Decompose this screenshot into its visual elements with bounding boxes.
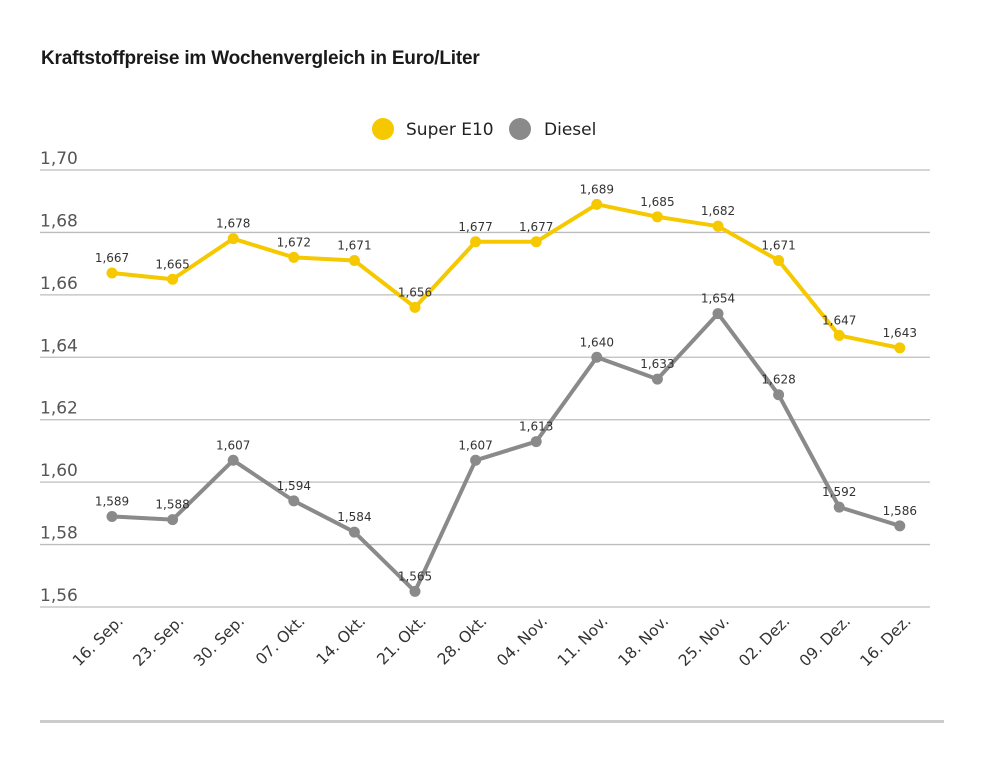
data-point-super-e10 xyxy=(651,211,663,223)
data-point-super-e10 xyxy=(591,198,603,210)
data-label-super-e10: 1,671 xyxy=(761,239,795,253)
data-label-super-e10: 1,677 xyxy=(458,220,492,234)
data-label-diesel: 1,654 xyxy=(701,292,735,306)
data-point-super-e10 xyxy=(712,220,724,232)
data-label-super-e10: 1,647 xyxy=(822,313,856,327)
data-point-super-e10 xyxy=(530,236,542,248)
data-label-super-e10: 1,689 xyxy=(580,182,614,196)
data-label-super-e10: 1,685 xyxy=(640,195,674,209)
series-line-super-e10 xyxy=(110,202,902,350)
legend-marker-super-e10 xyxy=(372,118,394,140)
y-axis-ticks: 1,70 1,68 1,66 1,64 1,62 1,60 1,58 1,56 xyxy=(40,149,78,606)
x-tick-label: 09. Dez. xyxy=(796,612,854,670)
data-label-diesel: 1,633 xyxy=(640,357,674,371)
legend-label-super-e10: Super E10 xyxy=(406,120,494,140)
data-label-diesel: 1,607 xyxy=(216,438,250,452)
data-point-diesel xyxy=(530,436,542,448)
x-tick-label: 25. Nov. xyxy=(675,612,733,670)
data-label-diesel: 1,592 xyxy=(822,485,856,499)
data-point-diesel xyxy=(106,510,118,522)
data-point-diesel xyxy=(591,351,603,363)
data-label-diesel: 1,584 xyxy=(337,510,371,524)
data-point-diesel xyxy=(833,501,845,513)
data-point-diesel xyxy=(227,454,239,466)
y-tick-label: 1,56 xyxy=(40,586,78,606)
chart-title: Kraftstoffpreise im Wochenvergleich in E… xyxy=(41,48,480,69)
y-tick-label: 1,66 xyxy=(40,274,78,294)
x-tick-label: 16. Sep. xyxy=(69,612,127,670)
y-tick-label: 1,62 xyxy=(40,399,78,419)
x-tick-label: 04. Nov. xyxy=(493,612,551,670)
legend-marker-diesel xyxy=(509,118,531,140)
data-label-super-e10: 1,677 xyxy=(519,220,553,234)
data-point-diesel xyxy=(470,454,482,466)
bottom-divider xyxy=(40,720,944,723)
y-tick-label: 1,58 xyxy=(40,524,78,544)
data-label-diesel: 1,628 xyxy=(761,373,795,387)
series-line-diesel xyxy=(110,311,902,594)
data-point-super-e10 xyxy=(773,255,785,267)
data-label-super-e10: 1,656 xyxy=(398,285,432,299)
data-point-diesel xyxy=(348,526,360,538)
data-label-diesel: 1,588 xyxy=(155,498,189,512)
data-label-diesel: 1,586 xyxy=(883,504,917,518)
y-tick-label: 1,64 xyxy=(40,336,78,356)
data-point-diesel xyxy=(773,389,785,401)
data-point-super-e10 xyxy=(288,251,300,263)
x-tick-label: 11. Nov. xyxy=(554,612,612,670)
data-point-super-e10 xyxy=(470,236,482,248)
data-label-diesel: 1,565 xyxy=(398,569,432,583)
legend-label-diesel: Diesel xyxy=(544,120,596,140)
x-axis-ticks: 16. Sep. 23. Sep. 30. Sep. 07. Okt. 14. Okt.… xyxy=(69,612,915,670)
y-tick-label: 1,68 xyxy=(40,211,78,231)
series-group: 1,667 1,665 1,678 1,672 1,671 1,656 1,677 1,677… xyxy=(95,182,917,597)
data-label-super-e10: 1,682 xyxy=(701,204,735,218)
x-tick-label: 18. Nov. xyxy=(615,612,673,670)
data-point-diesel xyxy=(712,308,724,320)
y-tick-label: 1,70 xyxy=(40,149,78,169)
x-tick-label: 07. Okt. xyxy=(252,612,308,668)
data-point-super-e10 xyxy=(348,255,360,267)
x-tick-label: 23. Sep. xyxy=(130,612,188,670)
x-tick-label: 21. Okt. xyxy=(373,612,429,668)
data-label-diesel: 1,607 xyxy=(458,438,492,452)
data-point-super-e10 xyxy=(409,301,421,313)
y-tick-label: 1,60 xyxy=(40,461,78,481)
data-label-diesel: 1,640 xyxy=(580,335,614,349)
data-label-super-e10: 1,665 xyxy=(155,257,189,271)
data-label-diesel: 1,594 xyxy=(277,479,311,493)
data-point-super-e10 xyxy=(227,233,239,245)
data-label-super-e10: 1,667 xyxy=(95,251,129,265)
data-point-diesel xyxy=(651,373,663,385)
x-tick-label: 14. Okt. xyxy=(313,612,369,668)
legend: Super E10 Diesel xyxy=(372,118,596,140)
data-label-diesel: 1,613 xyxy=(519,420,553,434)
data-point-super-e10 xyxy=(894,342,906,354)
data-point-diesel xyxy=(167,514,179,526)
x-tick-label: 28. Okt. xyxy=(434,612,490,668)
data-label-super-e10: 1,671 xyxy=(337,239,371,253)
data-point-super-e10 xyxy=(833,329,845,341)
data-label-diesel: 1,589 xyxy=(95,494,129,508)
data-label-super-e10: 1,643 xyxy=(883,326,917,340)
x-tick-label: 02. Dez. xyxy=(735,612,793,670)
data-label-super-e10: 1,672 xyxy=(277,235,311,249)
grid-lines xyxy=(40,169,930,608)
x-tick-label: 30. Sep. xyxy=(190,612,248,670)
data-point-super-e10 xyxy=(106,267,118,279)
x-tick-label: 16. Dez. xyxy=(857,612,915,670)
data-label-super-e10: 1,678 xyxy=(216,217,250,231)
data-point-diesel xyxy=(894,520,906,532)
data-point-diesel xyxy=(288,495,300,507)
data-point-super-e10 xyxy=(167,273,179,285)
data-point-diesel xyxy=(409,585,421,597)
